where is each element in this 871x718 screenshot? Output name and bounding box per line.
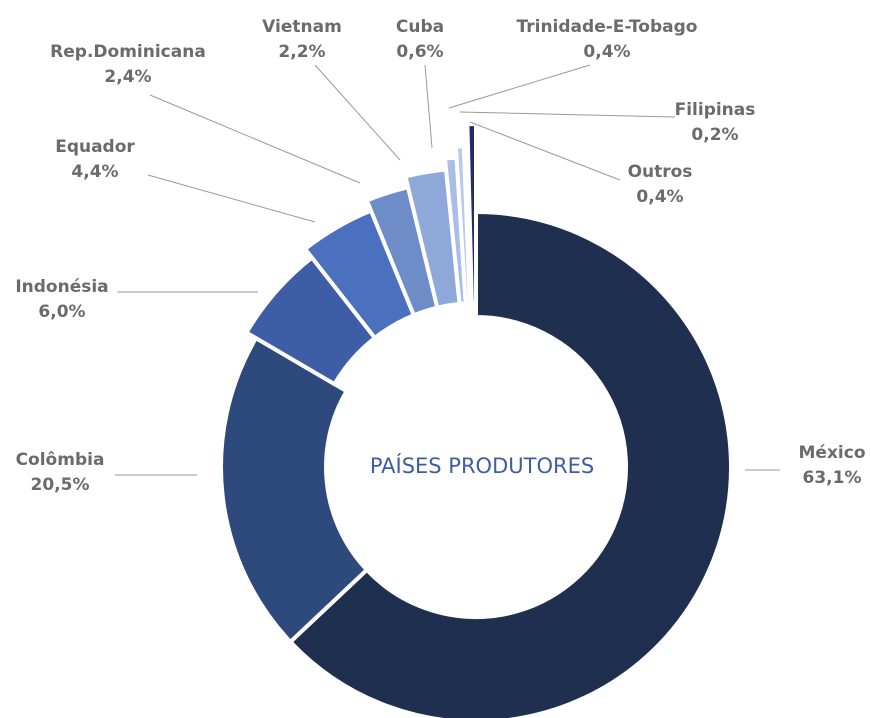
slice-label: Filipinas [675, 100, 756, 120]
center-label: PAÍSES PRODUTORES [370, 453, 594, 478]
leader-line [149, 94, 361, 184]
donut-slice [287, 209, 733, 718]
slice-value-label: 20,5% [31, 475, 90, 495]
slice-label: Vietnam [262, 17, 342, 37]
donut-slice [219, 335, 370, 645]
slice-value-label: 0,4% [636, 187, 683, 207]
slice-label: México [799, 443, 866, 463]
slice-label: Equador [55, 137, 135, 157]
leader-line [469, 121, 621, 181]
leader-line [459, 111, 676, 118]
slice-value-label: 6,0% [38, 302, 85, 322]
slice-label: Cuba [396, 17, 444, 37]
leader-line [147, 174, 316, 223]
slice-label: Colômbia [16, 450, 105, 470]
slice-value-label: 0,4% [583, 42, 630, 62]
leader-line [314, 64, 401, 161]
slice-value-label: 63,1% [803, 468, 862, 488]
slice-label: Outros [628, 162, 693, 182]
slice-value-label: 4,4% [71, 162, 118, 182]
leader-line [424, 64, 433, 149]
slice-label: Indonésia [15, 277, 108, 297]
slice-label: Trinidade-E-Tobago [517, 17, 698, 37]
slice-value-label: 0,2% [691, 125, 738, 145]
leader-line [448, 64, 591, 109]
donut-slice [465, 121, 478, 306]
slice-value-label: 2,2% [278, 42, 325, 62]
slice-label: Rep.Dominicana [50, 42, 206, 62]
slice-value-label: 2,4% [104, 67, 151, 87]
slice-value-label: 0,6% [396, 42, 443, 62]
